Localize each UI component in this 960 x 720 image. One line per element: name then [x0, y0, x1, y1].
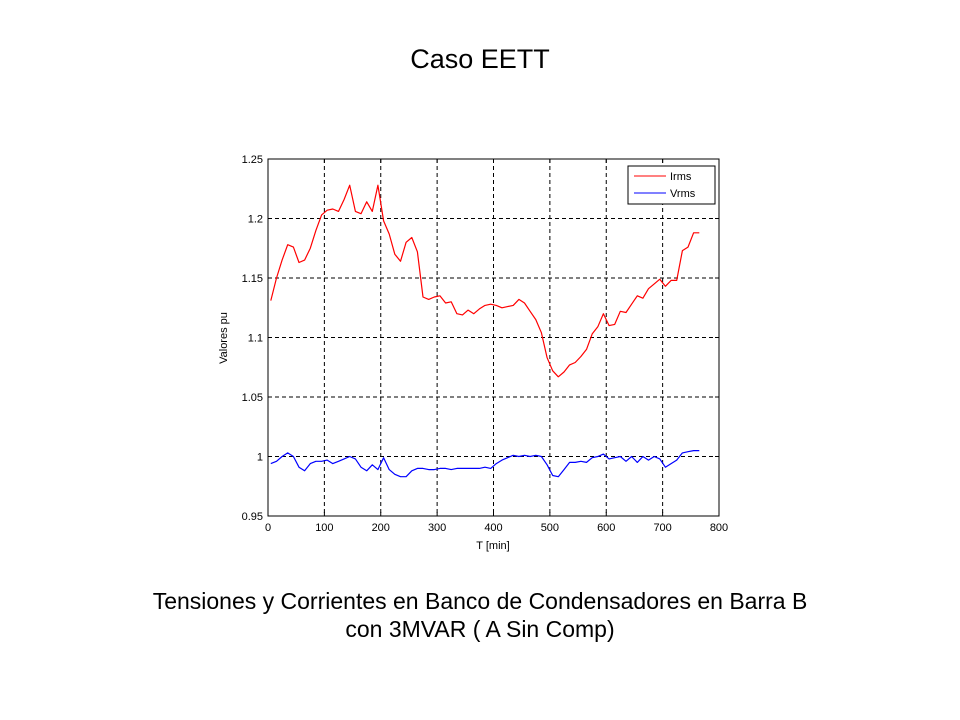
y-tick-label: 1.15: [242, 273, 263, 285]
slide-caption: Tensiones y Corrientes en Banco de Conde…: [80, 587, 880, 643]
legend-label-irms: Irms: [670, 171, 692, 183]
y-tick-label: 1.05: [242, 392, 263, 404]
caption-line-2: con 3MVAR ( A Sin Comp): [345, 616, 615, 642]
series-line-vrms: [270, 450, 700, 478]
y-tick-label: 0.95: [242, 511, 263, 523]
legend-box: [627, 165, 716, 205]
series-line-irms: [270, 184, 700, 378]
y-tick-label: 1.25: [242, 154, 263, 166]
legend: Irms Vrms: [627, 165, 716, 205]
x-tick-label: 100: [315, 522, 333, 534]
x-tick-label: 800: [710, 522, 728, 534]
caption-line-1: Tensiones y Corrientes en Banco de Conde…: [152, 588, 808, 614]
legend-label-vrms: Vrms: [670, 188, 696, 200]
x-tick-label: 600: [597, 522, 615, 534]
series-lines: [270, 184, 700, 478]
x-tick-label: 500: [541, 522, 559, 534]
y-tick-label: 1: [257, 452, 263, 464]
grid-lines: [268, 159, 719, 516]
slide-title: Caso EETT: [410, 44, 550, 74]
axis-ticks: 0 100 200 300 400 500 600 700 800 0.95 1 1.05 1.1 1.1…: [242, 154, 729, 534]
x-tick-label: 300: [428, 522, 446, 534]
x-axis-label: T [min]: [476, 540, 509, 552]
y-tick-label: 1.2: [248, 214, 263, 226]
x-tick-label: 0: [265, 522, 271, 534]
x-tick-label: 400: [484, 522, 502, 534]
x-tick-label: 200: [372, 522, 390, 534]
x-tick-label: 700: [653, 522, 671, 534]
y-axis-label: Valores pu: [218, 312, 230, 364]
y-tick-label: 1.1: [248, 333, 263, 345]
